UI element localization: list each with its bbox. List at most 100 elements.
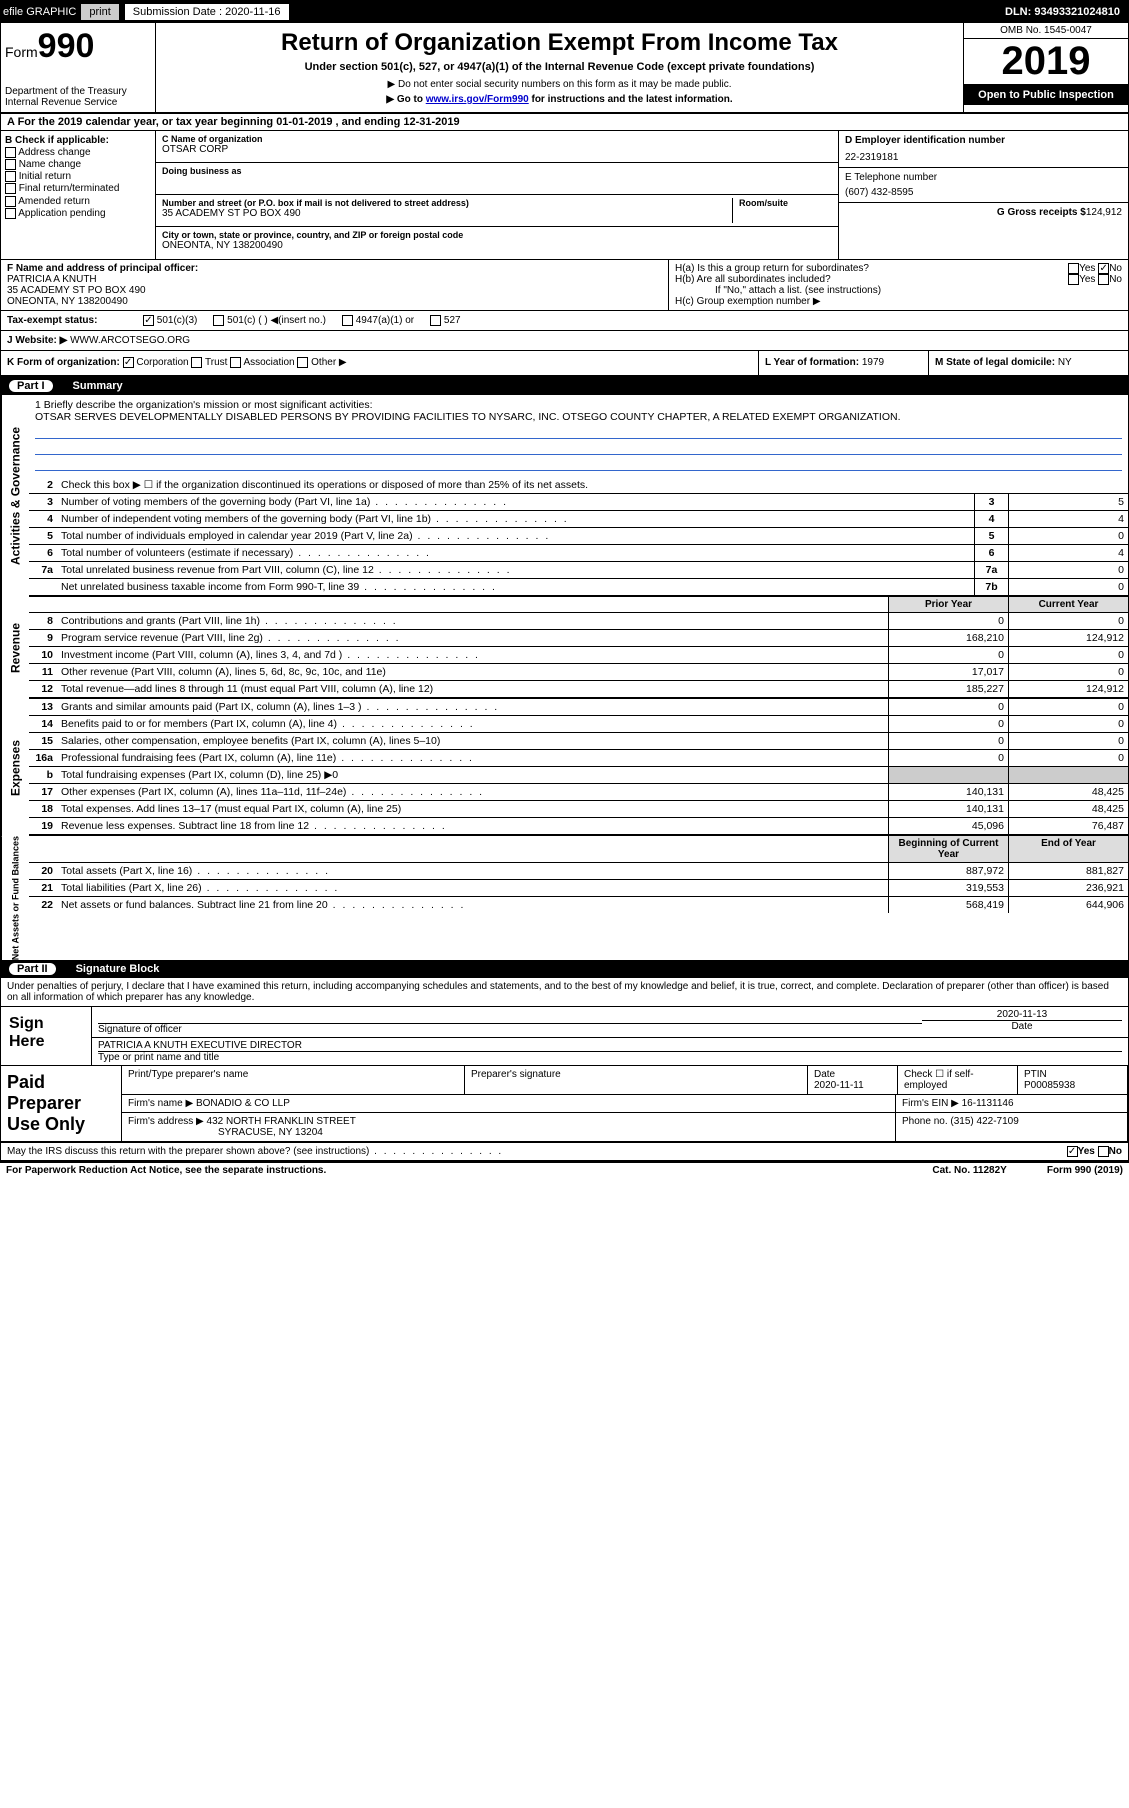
status-501c[interactable]: 501(c) ( ) ◀(insert no.) [213, 315, 326, 326]
officer-addr2: ONEONTA, NY 138200490 [7, 296, 662, 307]
line-15: 15Salaries, other compensation, employee… [29, 733, 1128, 750]
print-button[interactable]: print [80, 3, 119, 21]
sign-here-label: Sign Here [1, 1007, 91, 1065]
status-501c-label: 501(c) ( ) ◀(insert no.) [227, 315, 326, 326]
line-17: 17Other expenses (Part IX, column (A), l… [29, 784, 1128, 801]
line-18: 18Total expenses. Add lines 13–17 (must … [29, 801, 1128, 818]
line-19: 19Revenue less expenses. Subtract line 1… [29, 818, 1128, 836]
status-501c3[interactable]: ✓ 501(c)(3) [143, 315, 197, 326]
line13-desc: Grants and similar amounts paid (Part IX… [57, 699, 888, 715]
ha-row: H(a) Is this a group return for subordin… [675, 263, 1122, 274]
line-4: 4Number of independent voting members of… [29, 511, 1128, 528]
m-label: M State of legal domicile: [935, 357, 1055, 368]
line9-py: 168,210 [888, 630, 1008, 646]
telephone-field: E Telephone number (607) 432-8595 [839, 168, 1128, 203]
firm-label: Firm's name ▶ [128, 1098, 193, 1109]
line22-py: 568,419 [888, 897, 1008, 913]
pdate-label: Date [814, 1069, 891, 1080]
sign-fields: Signature of officer 2020-11-13Date PATR… [91, 1007, 1128, 1065]
ha-yesno: Yes ✓No [1068, 263, 1122, 274]
line-9: 9Program service revenue (Part VIII, lin… [29, 630, 1128, 647]
dept-irs: Internal Revenue Service [5, 97, 151, 108]
ptin-label: PTIN [1024, 1069, 1121, 1080]
dln-number: DLN: 93493321024810 [1005, 6, 1126, 18]
discuss-yes: Yes [1078, 1146, 1095, 1157]
efile-label: efile GRAPHIC [3, 6, 76, 18]
line12-py: 185,227 [888, 681, 1008, 697]
firm-name-row: Firm's name ▶ BONADIO & CO LLP Firm's EI… [121, 1095, 1128, 1113]
address-field: Number and street (or P.O. box if mail i… [156, 195, 838, 227]
part1-num: Part I [9, 380, 53, 392]
blank-line [35, 441, 1122, 455]
line15-py: 0 [888, 733, 1008, 749]
line20-desc: Total assets (Part X, line 16) [57, 863, 888, 879]
l-value: 1979 [862, 357, 884, 368]
line22-desc: Net assets or fund balances. Subtract li… [57, 897, 888, 913]
boy-hdr: Beginning of Current Year [888, 836, 1008, 862]
status-527[interactable]: 527 [430, 315, 460, 326]
ha-label: H(a) Is this a group return for subordin… [675, 263, 869, 274]
ein-field: D Employer identification number 22-2319… [839, 131, 1128, 168]
blank-line [35, 457, 1122, 471]
net-year-header: Beginning of Current YearEnd of Year [29, 836, 1128, 863]
header-right: OMB No. 1545-0047 2019 Open to Public In… [963, 23, 1128, 112]
officer-addr1: 35 ACADEMY ST PO BOX 490 [7, 285, 662, 296]
side-label-exp: Expenses [1, 699, 29, 836]
address-change-check[interactable]: Address change [5, 147, 151, 158]
line3-val: 5 [1008, 494, 1128, 510]
form-title: Return of Organization Exempt From Incom… [162, 29, 957, 57]
k-row: K Form of organization: ✓ Corporation Tr… [1, 351, 1128, 376]
part1-header: Part I Summary [1, 377, 1128, 395]
line10-cy: 0 [1008, 647, 1128, 663]
line15-cy: 0 [1008, 733, 1128, 749]
line-22: 22Net assets or fund balances. Subtract … [29, 897, 1128, 913]
open-public: Open to Public Inspection [964, 85, 1128, 105]
officer-ha-row: F Name and address of principal officer:… [1, 259, 1128, 311]
k-corp: Corporation [136, 358, 188, 369]
line-7a: 7aTotal unrelated business revenue from … [29, 562, 1128, 579]
line16b-py [888, 767, 1008, 783]
line11-py: 17,017 [888, 664, 1008, 680]
hb-yesno: Yes No [1068, 274, 1122, 285]
line9-desc: Program service revenue (Part VIII, line… [57, 630, 888, 646]
initial-return-check[interactable]: Initial return [5, 171, 151, 182]
top-bar: efile GRAPHIC print Submission Date : 20… [1, 1, 1128, 23]
officer-block: F Name and address of principal officer:… [1, 260, 668, 310]
form-org-type: K Form of organization: ✓ Corporation Tr… [1, 351, 758, 374]
application-pending-check[interactable]: Application pending [5, 208, 151, 219]
final-return-check[interactable]: Final return/terminated [5, 183, 151, 194]
tax-period-line: A For the 2019 calendar year, or tax yea… [1, 114, 1128, 131]
header-left: Form990 Department of the Treasury Inter… [1, 23, 156, 112]
line16b-desc: Total fundraising expenses (Part IX, col… [57, 767, 888, 783]
mission-block: 1 Briefly describe the organization's mi… [29, 395, 1128, 477]
status-4947[interactable]: 4947(a)(1) or [342, 315, 414, 326]
addr-label: Number and street (or P.O. box if mail i… [162, 198, 732, 208]
fein-value: 16-1131146 [962, 1098, 1014, 1109]
line10-py: 0 [888, 647, 1008, 663]
officer-name: PATRICIA A KNUTH [7, 274, 662, 285]
instructions-link[interactable]: www.irs.gov/Form990 [426, 94, 529, 105]
firm-addr-row: Firm's address ▶ 432 NORTH FRANKLIN STRE… [121, 1113, 1128, 1141]
line-3: 3Number of voting members of the governi… [29, 494, 1128, 511]
line11-desc: Other revenue (Part VIII, column (A), li… [57, 664, 888, 680]
self-employed-check[interactable]: Check ☐ if self-employed [898, 1066, 1018, 1094]
line14-cy: 0 [1008, 716, 1128, 732]
pdate-value: 2020-11-11 [814, 1080, 891, 1091]
k-other: Other ▶ [311, 358, 346, 369]
line5-desc: Total number of individuals employed in … [57, 528, 974, 544]
line16a-desc: Professional fundraising fees (Part IX, … [57, 750, 888, 766]
form-header: Form990 Department of the Treasury Inter… [1, 23, 1128, 114]
paid-fields: Print/Type preparer's name Preparer's si… [121, 1066, 1128, 1141]
line-7b: Net unrelated business taxable income fr… [29, 579, 1128, 597]
side-label-gov: Activities & Governance [1, 395, 29, 597]
header-center: Return of Organization Exempt From Incom… [156, 23, 963, 112]
name-change-check[interactable]: Name change [5, 159, 151, 170]
line18-desc: Total expenses. Add lines 13–17 (must eq… [57, 801, 888, 817]
line17-py: 140,131 [888, 784, 1008, 800]
signer-name-row: PATRICIA A KNUTH EXECUTIVE DIRECTOR Type… [92, 1038, 1128, 1065]
line6-desc: Total number of volunteers (estimate if … [57, 545, 974, 561]
amended-return-check[interactable]: Amended return [5, 196, 151, 207]
name-change-label: Name change [19, 159, 81, 170]
line20-py: 887,972 [888, 863, 1008, 879]
dba-field: Doing business as [156, 163, 838, 195]
